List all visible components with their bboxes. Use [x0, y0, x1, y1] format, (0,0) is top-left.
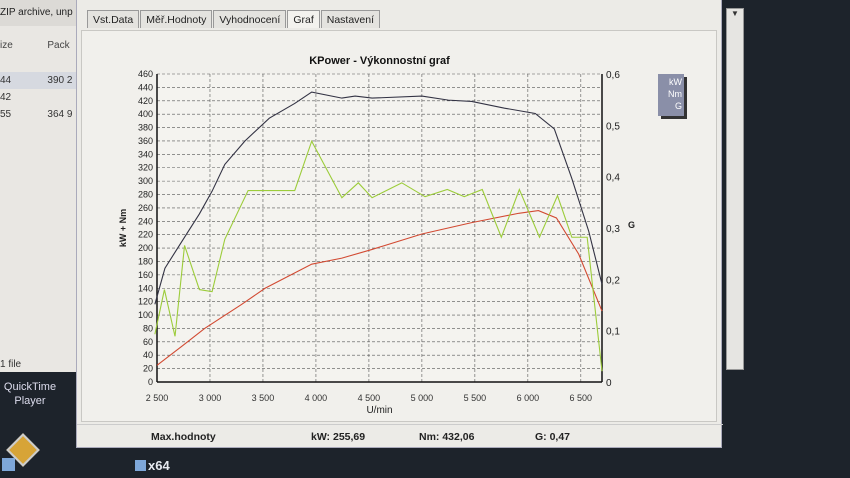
y2-axis-label: G: [628, 220, 635, 230]
y-tick-label: 220: [138, 230, 153, 240]
legend-nm: Nm: [668, 89, 682, 99]
x-tick-label: 3 000: [199, 393, 222, 403]
cell: 42: [0, 92, 12, 103]
y2-tick-label: 0: [606, 378, 612, 389]
tab-vst-data[interactable]: Vst.Data: [87, 10, 140, 28]
archive-status: 1 file: [0, 359, 22, 370]
y-tick-label: 300: [138, 176, 153, 186]
chart-legend: kW Nm G: [658, 74, 684, 116]
series-line-nm: [154, 91, 603, 305]
series-line-kw: [156, 210, 603, 366]
legend-kw: kW: [669, 77, 682, 87]
chart-title: KPower - Výkonnostní graf: [309, 55, 450, 67]
y-tick-label: 160: [138, 270, 153, 280]
x-tick-label: 5 500: [464, 393, 487, 403]
shortcut-arrow-icon: [135, 460, 146, 471]
scrollbar[interactable]: ▼: [726, 8, 744, 370]
max-kw: kW: 255,69: [311, 431, 366, 443]
y-tick-label: 320: [138, 163, 153, 173]
y-tick-label: 100: [138, 310, 153, 320]
y2-tick-label: 0,1: [606, 327, 620, 338]
quicktime-desktop-icon[interactable]: QuickTime Player: [3, 381, 57, 407]
y-tick-label: 60: [143, 337, 153, 347]
x64-desktop-icon[interactable]: x64: [135, 458, 170, 473]
column-size[interactable]: ize: [0, 40, 13, 51]
x-tick-label: 2 500: [146, 393, 169, 403]
y2-tick-label: 0,4: [606, 173, 620, 184]
cell: 364 9: [47, 109, 73, 120]
file-row[interactable]: 55 364 9: [0, 106, 77, 123]
archive-title: ZIP archive, unp: [0, 0, 77, 26]
y-tick-label: 80: [143, 323, 153, 333]
y-tick-label: 0: [148, 377, 153, 387]
y2-tick-label: 0,6: [606, 70, 620, 81]
tab-vyhodnoceni[interactable]: Vyhodnocení: [213, 10, 287, 28]
file-row[interactable]: 44 390 2: [0, 72, 77, 89]
background-archive-window: ZIP archive, unp ize Pack 44 390 2 42 55 36…: [0, 0, 78, 372]
y-tick-label: 440: [138, 82, 153, 92]
y-tick-label: 400: [138, 109, 153, 119]
y-tick-label: 380: [138, 123, 153, 133]
tab-mer-hodnoty[interactable]: Měř.Hodnoty: [140, 10, 213, 28]
file-row[interactable]: 42: [0, 89, 77, 106]
cell: 44: [0, 75, 12, 86]
x-tick-label: 4 000: [305, 393, 328, 403]
x-tick-label: 6 500: [570, 393, 593, 403]
cell: 390 2: [47, 75, 73, 86]
kpower-window: Vst.Data Měř.Hodnoty Vyhodnocení Graf Na…: [76, 0, 723, 448]
y-tick-label: 460: [138, 69, 153, 79]
y-tick-label: 420: [138, 96, 153, 106]
y-tick-label: 280: [138, 190, 153, 200]
max-values-label: Max.hodnoty: [151, 431, 216, 443]
x-tick-label: 6 000: [517, 393, 540, 403]
y2-tick-label: 0,2: [606, 275, 620, 286]
series-line-g: [154, 139, 603, 372]
max-nm: Nm: 432,06: [419, 431, 475, 443]
y2-tick-label: 0,5: [606, 121, 620, 132]
performance-chart: 0 20 40 60 80 100 120 140 160 180 200 220 240 260 280 3…: [118, 55, 635, 416]
y-tick-label: 180: [138, 256, 153, 266]
y-tick-label: 340: [138, 149, 153, 159]
chart-panel: 0 20 40 60 80 100 120 140 160 180 200 220 240 260 280 3…: [81, 30, 717, 422]
y-tick-label: 40: [143, 350, 153, 360]
y-axis-label: kW + Nm: [118, 209, 128, 247]
legend-g: G: [674, 101, 682, 111]
x64-label: x64: [148, 458, 170, 473]
tab-graf[interactable]: Graf: [287, 10, 320, 28]
x-tick-label: 5 000: [411, 393, 434, 403]
y-tick-label: 120: [138, 297, 153, 307]
x-tick-label: 4 500: [358, 393, 381, 403]
x-tick-label: 3 500: [252, 393, 275, 403]
max-g: G: 0,47: [535, 431, 571, 443]
y-tick-label: 200: [138, 243, 153, 253]
shortcut-arrow-icon: [2, 458, 15, 471]
y-tick-label: 140: [138, 283, 153, 293]
x-axis-label: U/min: [366, 405, 392, 416]
y-tick-label: 360: [138, 136, 153, 146]
cell: 55: [0, 109, 12, 120]
y-tick-label: 260: [138, 203, 153, 213]
y-tick-label: 20: [143, 364, 153, 374]
column-packed[interactable]: Pack: [47, 40, 70, 51]
tab-nastaveni[interactable]: Nastavení: [320, 10, 381, 28]
chevron-down-icon[interactable]: ▼: [731, 9, 739, 18]
max-values-bar: Max.hodnoty kW: 255,69 Nm: 432,06 G: 0,4…: [77, 424, 723, 446]
y-tick-label: 240: [138, 216, 153, 226]
tab-bar: Vst.Data Měř.Hodnoty Vyhodnocení Graf Na…: [87, 10, 381, 28]
y2-tick-label: 0,3: [606, 224, 620, 235]
